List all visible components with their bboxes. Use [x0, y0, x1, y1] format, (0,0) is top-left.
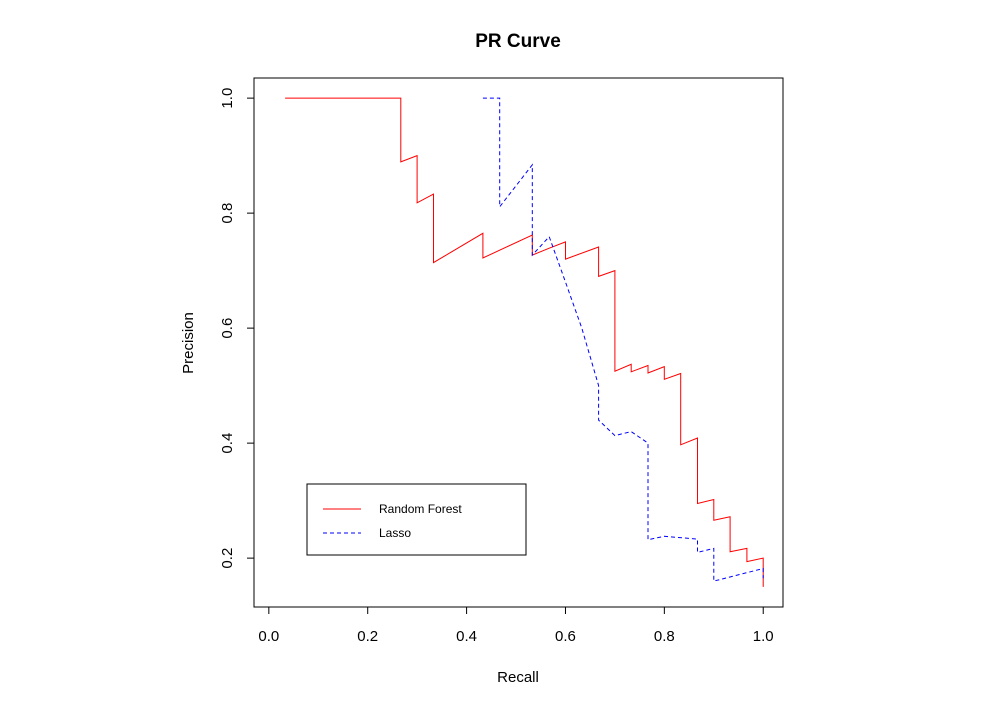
y-tick-label: 0.6	[219, 318, 236, 339]
y-tick-label: 0.8	[219, 203, 236, 224]
y-axis: 0.2 0.4 0.6 0.8 1.0	[219, 88, 255, 569]
x-axis-label: Recall	[497, 669, 539, 686]
x-axis: 0.0 0.2 0.4 0.6 0.8 1.0	[258, 606, 774, 645]
x-tick-label: 1.0	[753, 628, 774, 645]
legend-box	[306, 483, 527, 556]
legend-label-random-forest: Random Forest	[379, 502, 462, 516]
x-tick-label: 0.8	[654, 628, 675, 645]
x-tick-label: 0.2	[357, 628, 378, 645]
series-line-lasso	[482, 97, 764, 582]
chart-title: PR Curve	[475, 31, 561, 52]
legend: Random Forest Lasso	[306, 483, 527, 556]
x-tick-label: 0.6	[555, 628, 576, 645]
x-tick-label: 0.4	[456, 628, 477, 645]
y-tick-label: 1.0	[219, 88, 236, 109]
legend-label-lasso: Lasso	[379, 526, 411, 540]
y-tick-label: 0.4	[219, 433, 236, 454]
y-tick-label: 0.2	[219, 548, 236, 569]
y-axis-label: Precision	[180, 312, 197, 374]
series-layer	[285, 97, 764, 587]
series-line-random-forest	[285, 97, 764, 587]
x-tick-label: 0.0	[258, 628, 279, 645]
